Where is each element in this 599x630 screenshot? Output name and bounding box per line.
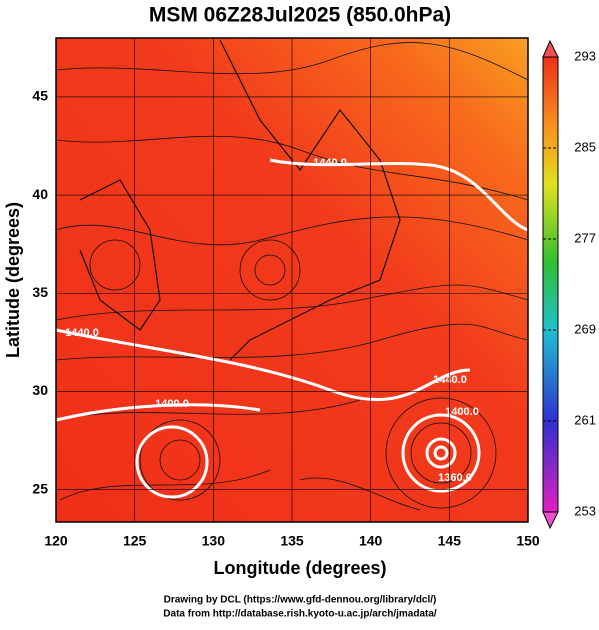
contour-label: 1400.0 xyxy=(445,406,479,418)
footer-line: Drawing by DCL (https://www.gfd-dennou.o… xyxy=(164,595,437,606)
colorbar-tick-label: 285 xyxy=(574,139,596,154)
y-tick-label: 30 xyxy=(32,382,48,398)
colorbar-tick-label: 277 xyxy=(574,230,596,245)
colorbar-tick-label: 261 xyxy=(574,412,596,427)
contours xyxy=(56,158,528,499)
y-tick-label: 25 xyxy=(32,480,48,496)
y-tick-label: 45 xyxy=(32,88,48,104)
y-tick-label: 35 xyxy=(32,284,48,300)
contour-label: 1440.0 xyxy=(433,374,467,386)
y-axis-label: Latitude (degrees) xyxy=(3,202,23,358)
streamlines xyxy=(56,39,528,511)
footer-line: Data from http://database.rish.kyoto-u.a… xyxy=(163,609,437,620)
y-tick-label: 40 xyxy=(32,186,48,202)
x-tick-label: 130 xyxy=(202,533,226,549)
x-tick-label: 140 xyxy=(359,533,383,549)
x-tick-label: 145 xyxy=(438,533,462,549)
colorbar-tick-label: 293 xyxy=(574,48,596,63)
contour-labels: 1440.0 1440.0 1440.0 1400.0 1400.0 1360.… xyxy=(65,157,479,484)
colorbar xyxy=(542,56,559,513)
colorbar-tick-label: 269 xyxy=(574,321,596,336)
x-tick-label: 120 xyxy=(44,533,68,549)
x-axis-label: Longitude (degrees) xyxy=(213,558,386,578)
colorbar-extend-bottom xyxy=(542,511,559,530)
x-tick-label: 125 xyxy=(123,533,147,549)
contour-label: 1440.0 xyxy=(65,327,99,339)
colorbar-extend-top xyxy=(542,39,559,58)
contour-label: 1440.0 xyxy=(313,157,347,169)
contour-label: 1400.0 xyxy=(155,398,189,410)
x-tick-label: 135 xyxy=(280,533,304,549)
title: MSM 06Z28Jul2025 (850.0hPa) xyxy=(149,4,451,27)
contour-label: 1360.0 xyxy=(438,472,472,484)
x-tick-label: 150 xyxy=(516,533,540,549)
colorbar-tick-label: 253 xyxy=(574,503,596,518)
